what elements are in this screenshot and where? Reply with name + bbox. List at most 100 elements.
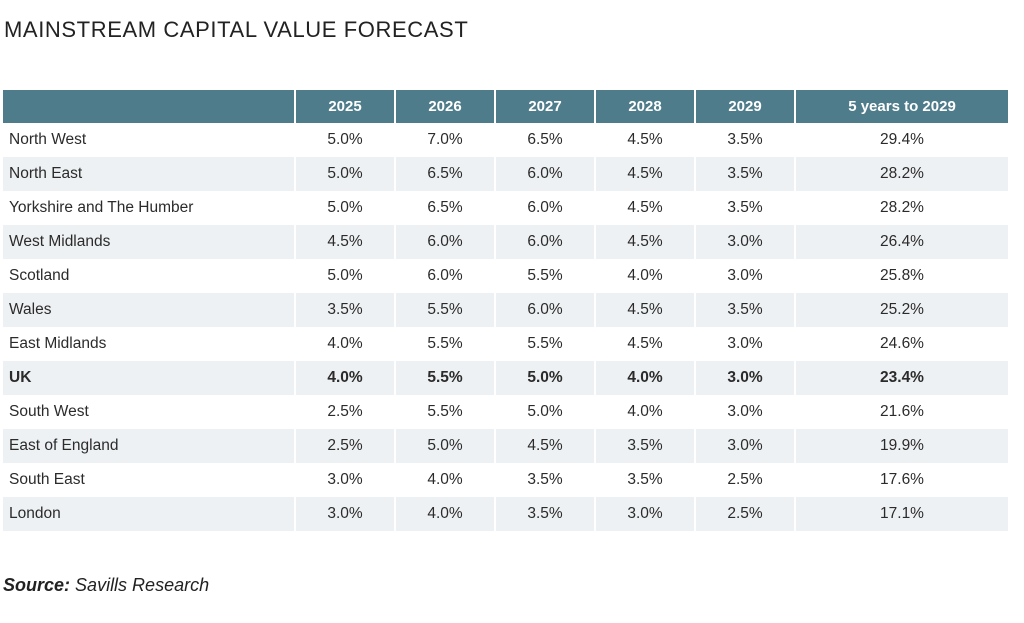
- value-cell: 5.0%: [294, 259, 395, 293]
- value-cell: 4.0%: [594, 395, 695, 429]
- table-title: MAINSTREAM CAPITAL VALUE FORECAST: [4, 17, 469, 42]
- header-cell-2: 2026: [394, 90, 495, 123]
- value-cell: 6.0%: [394, 259, 495, 293]
- region-name: South West: [9, 403, 89, 420]
- value-cell: 4.5%: [594, 293, 695, 327]
- table-row: North East 5.0% 6.5% 6.0% 4.5% 3.5% 28.2%: [3, 157, 1008, 191]
- value-cell: 3.0%: [594, 497, 695, 531]
- value-cell: 3.5%: [494, 463, 595, 497]
- value-cell: 6.0%: [494, 191, 595, 225]
- region-name: East of England: [3, 429, 295, 463]
- value-cell: 17.6%: [794, 463, 1008, 497]
- region-name: UK: [3, 361, 295, 395]
- header-cell-1: 2025: [294, 90, 395, 123]
- table-row: South West 2.5% 5.5% 5.0% 4.0% 3.0% 21.6%: [3, 395, 1008, 429]
- forecast-table: 2025 2026 2027 2028 2029 5 years to 2029 Nort…: [3, 90, 1008, 531]
- value-cell: 5.5%: [494, 327, 595, 361]
- value-cell: 3.0%: [294, 463, 395, 497]
- value-cell: 3.0%: [294, 497, 395, 531]
- value-cell: 23.4%: [794, 361, 1008, 395]
- table-row: London 3.0% 4.0% 3.5% 3.0% 2.5% 17.1%: [3, 497, 1008, 531]
- value-cell: 5.5%: [394, 361, 495, 395]
- value-cell: 3.5%: [594, 463, 695, 497]
- value-cell: 5.0%: [294, 123, 395, 157]
- table-row: Scotland 5.0% 6.0% 5.5% 4.0% 3.0% 25.8%: [3, 259, 1008, 293]
- table-row: North West 5.0% 7.0% 6.5% 4.5% 3.5% 29.4%: [3, 123, 1008, 157]
- value-cell: 28.2%: [794, 157, 1008, 191]
- header-cell-4: 2028: [594, 90, 695, 123]
- value-cell: 19.9%: [794, 429, 1008, 463]
- value-cell: 25.2%: [794, 293, 1008, 327]
- value-cell: 4.5%: [494, 429, 595, 463]
- value-cell: 3.0%: [694, 361, 795, 395]
- value-cell: 4.5%: [594, 225, 695, 259]
- value-cell: 4.5%: [594, 123, 695, 157]
- value-cell: 2.5%: [294, 429, 395, 463]
- table-row: South East 3.0% 4.0% 3.5% 3.5% 2.5% 17.6%: [3, 463, 1008, 497]
- value-cell: 4.5%: [294, 225, 395, 259]
- region-name: Yorkshire and The Humber: [9, 199, 194, 216]
- value-cell: 21.6%: [794, 395, 1008, 429]
- source-label: Source:: [3, 575, 71, 595]
- value-cell: 2.5%: [294, 395, 395, 429]
- value-cell: 6.5%: [394, 191, 495, 225]
- value-cell: 4.0%: [294, 327, 395, 361]
- source-text: Savills Research: [75, 575, 210, 595]
- value-cell: 5.5%: [394, 327, 495, 361]
- value-cell: 3.5%: [494, 497, 595, 531]
- value-cell: 3.5%: [694, 191, 795, 225]
- value-cell: 17.1%: [794, 497, 1008, 531]
- region-name: Wales: [3, 293, 295, 327]
- region-name: East Midlands: [9, 335, 107, 352]
- region-name: North East: [3, 157, 295, 191]
- value-cell: 3.5%: [694, 123, 795, 157]
- value-cell: 3.0%: [694, 225, 795, 259]
- header-row: 2025 2026 2027 2028 2029 5 years to 2029: [3, 90, 1008, 123]
- value-cell: 6.5%: [394, 157, 495, 191]
- header-cell-region: [3, 90, 295, 123]
- value-cell: 5.0%: [294, 191, 395, 225]
- table-row: West Midlands 4.5% 6.0% 6.0% 4.5% 3.0% 26.4%: [3, 225, 1008, 259]
- table-row: UK 4.0% 5.5% 5.0% 4.0% 3.0% 23.4%: [3, 361, 1008, 395]
- header-cell-3: 2027: [494, 90, 595, 123]
- value-cell: 6.0%: [494, 225, 595, 259]
- value-cell: 6.0%: [494, 157, 595, 191]
- table-body: North West 5.0% 7.0% 6.5% 4.5% 3.5% 29.4% North…: [3, 123, 1008, 531]
- value-cell: 4.5%: [594, 157, 695, 191]
- value-cell: 5.0%: [394, 429, 495, 463]
- value-cell: 6.0%: [494, 293, 595, 327]
- value-cell: 3.0%: [694, 327, 795, 361]
- value-cell: 4.0%: [294, 361, 395, 395]
- table-row: Yorkshire and The Humber 5.0% 6.5% 6.0% 4.5%…: [3, 191, 1008, 225]
- value-cell: 3.5%: [694, 157, 795, 191]
- value-cell: 4.0%: [594, 361, 695, 395]
- table-row: East of England 2.5% 5.0% 4.5% 3.5% 3.0% 19.9%: [3, 429, 1008, 463]
- value-cell: 25.8%: [794, 259, 1008, 293]
- region-name: South East: [9, 471, 85, 488]
- value-cell: 28.2%: [794, 191, 1008, 225]
- value-cell: 3.5%: [594, 429, 695, 463]
- value-cell: 4.5%: [594, 191, 695, 225]
- value-cell: 4.0%: [394, 463, 495, 497]
- value-cell: 7.0%: [394, 123, 495, 157]
- value-cell: 3.0%: [694, 429, 795, 463]
- value-cell: 5.0%: [294, 157, 395, 191]
- value-cell: 3.0%: [694, 395, 795, 429]
- region-name: Scotland: [9, 267, 70, 284]
- value-cell: 24.6%: [794, 327, 1008, 361]
- value-cell: 4.5%: [594, 327, 695, 361]
- header-cell-6: 5 years to 2029: [794, 90, 1008, 123]
- source-note: Source: Savills Research: [3, 575, 209, 596]
- table-row: Wales 3.5% 5.5% 6.0% 4.5% 3.5% 25.2%: [3, 293, 1008, 327]
- value-cell: 4.0%: [594, 259, 695, 293]
- header-cell-5: 2029: [694, 90, 795, 123]
- value-cell: 5.0%: [494, 361, 595, 395]
- value-cell: 6.0%: [394, 225, 495, 259]
- value-cell: 5.0%: [494, 395, 595, 429]
- value-cell: 5.5%: [394, 293, 495, 327]
- value-cell: 5.5%: [394, 395, 495, 429]
- value-cell: 4.0%: [394, 497, 495, 531]
- table-row: East Midlands 4.0% 5.5% 5.5% 4.5% 3.0% 24.6%: [3, 327, 1008, 361]
- region-name: West Midlands: [3, 225, 295, 259]
- value-cell: 2.5%: [694, 463, 795, 497]
